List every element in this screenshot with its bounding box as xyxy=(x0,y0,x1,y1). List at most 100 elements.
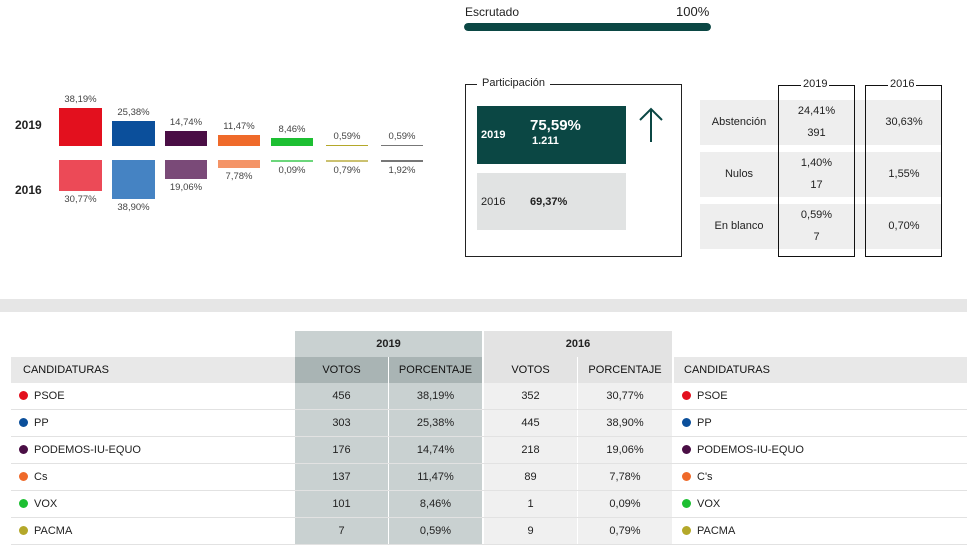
results-header-2019: 2019 xyxy=(295,331,482,357)
party-name: Cs xyxy=(11,464,295,490)
porcentaje-2019: 8,46% xyxy=(389,491,482,517)
porcentaje-2019: 14,74% xyxy=(389,437,482,463)
escrutado-label: Escrutado xyxy=(465,5,520,19)
participacion-2019-pct: 75,59% xyxy=(530,117,581,134)
votos-2016: 218 xyxy=(484,437,577,463)
party-color-dot xyxy=(19,391,28,400)
chart-year-2016: 2016 xyxy=(15,183,42,197)
header-candidaturas-right: CANDIDATURAS xyxy=(674,357,967,383)
party-name-2016: VOX xyxy=(674,491,967,517)
escrutado-value: 100% xyxy=(676,4,710,19)
abstencion-label: Abstención xyxy=(711,116,767,128)
bar-2016-vox xyxy=(271,160,313,162)
bar-label-2016-pp: 38,90% xyxy=(117,202,150,213)
abstencion-2019-count: 391 xyxy=(807,127,826,139)
en-blanco-2016-pct: 0,70% xyxy=(888,220,920,232)
bar-label-2019-vox: 8,46% xyxy=(278,123,306,135)
participacion-2019-year: 2019 xyxy=(481,129,506,141)
header-candidaturas-left: CANDIDATURAS xyxy=(11,357,295,383)
header-porcentaje-2019: PORCENTAJE xyxy=(389,357,482,383)
escrutado-progress-fill xyxy=(464,23,711,31)
table-row: PP 303 25,38% 445 38,90% PP xyxy=(11,410,967,437)
bar-2016-otros xyxy=(381,160,423,162)
participacion-2019-card: 2019 75,59% 1.211 xyxy=(477,106,626,164)
party-color-dot xyxy=(682,499,691,508)
party-color-dot xyxy=(19,526,28,535)
participacion-2019-count: 1.211 xyxy=(532,135,559,147)
bar-2019-otros xyxy=(381,144,423,146)
party-name-2016: C's xyxy=(674,464,967,490)
votos-2019: 456 xyxy=(295,383,388,409)
bar-2016-pp xyxy=(112,160,155,199)
porcentaje-2019: 11,47% xyxy=(389,464,482,490)
party-name: PP xyxy=(11,410,295,436)
votos-2016: 9 xyxy=(484,518,577,544)
bar-label-2016-podemos-iu-equo: 19,06% xyxy=(169,182,203,194)
bar-label-2016-pacma: 0,79% xyxy=(333,164,361,176)
header-votos-2016: VOTOS xyxy=(484,357,577,383)
en-blanco-label: En blanco xyxy=(714,220,764,232)
porcentaje-2019: 38,19% xyxy=(389,383,482,409)
en-blanco-row: En blanco 0,59% 7 0,70% xyxy=(700,204,942,249)
escrutado-progress-bar xyxy=(464,23,711,31)
party-name: PODEMOS-IU-EQUO xyxy=(11,437,295,463)
abstencion-2019-pct: 24,41% xyxy=(797,105,836,117)
nulos-2016-pct: 1,55% xyxy=(888,168,920,180)
party-color-dot xyxy=(682,526,691,535)
bar-2019-psoe xyxy=(59,108,102,146)
abstencion-2016-header: 2016 xyxy=(888,78,917,90)
en-blanco-2019-pct: 0,59% xyxy=(800,209,833,221)
party-color-dot xyxy=(682,445,691,454)
party-color-dot xyxy=(19,445,28,454)
bar-label-2019-otros: 0,59% xyxy=(388,130,416,142)
header-porcentaje-2016: PORCENTAJE xyxy=(578,357,672,383)
votos-2019: 137 xyxy=(295,464,388,490)
bar-label-2019-pp: 25,38% xyxy=(117,106,150,118)
votos-2019: 176 xyxy=(295,437,388,463)
party-color-dot xyxy=(682,472,691,481)
abstencion-2019-column-frame xyxy=(778,85,855,257)
table-row: PSOE 456 38,19% 352 30,77% PSOE xyxy=(11,383,967,410)
bar-2019-podemos-iu-equo xyxy=(165,131,207,146)
bar-label-2016-psoe: 30,77% xyxy=(64,193,97,205)
bar-2016-cs xyxy=(218,160,260,168)
table-row: PACMA 7 0,59% 9 0,79% PACMA xyxy=(11,518,967,545)
votos-2016: 352 xyxy=(484,383,577,409)
porcentaje-2016: 7,78% xyxy=(578,464,672,490)
porcentaje-2019: 25,38% xyxy=(389,410,482,436)
bar-2019-vox xyxy=(271,137,313,146)
bar-label-2019-podemos-iu-equo: 14,74% xyxy=(169,117,203,129)
abstencion-2019-header: 2019 xyxy=(801,78,830,90)
porcentaje-2016: 0,09% xyxy=(578,491,672,517)
section-divider xyxy=(0,299,967,312)
porcentaje-2019: 0,59% xyxy=(389,518,482,544)
party-name-2016: PACMA xyxy=(674,518,967,544)
bar-2019-pp xyxy=(112,120,155,146)
bar-label-2016-vox: 0,09% xyxy=(278,164,306,176)
bar-2019-cs xyxy=(218,134,260,146)
party-name: VOX xyxy=(11,491,295,517)
participacion-2016-year: 2016 xyxy=(481,196,506,208)
votos-2016: 1 xyxy=(484,491,577,517)
porcentaje-2016: 19,06% xyxy=(578,437,672,463)
bar-2016-podemos-iu-equo xyxy=(165,160,207,180)
bar-label-2019-pacma: 0,59% xyxy=(333,130,361,142)
porcentaje-2016: 0,79% xyxy=(578,518,672,544)
participacion-2016-card: 2016 69,37% xyxy=(477,173,626,230)
abstencion-2016-pct: 30,63% xyxy=(885,116,923,128)
results-header-2016: 2016 xyxy=(484,331,672,357)
party-bar-chart: 2019 2016 38,19% 30,77% 25,38% 38,90% 14,74%… xyxy=(0,85,430,225)
nulos-label: Nulos xyxy=(724,168,754,180)
bar-2019-pacma xyxy=(326,144,368,146)
bar-2016-pacma xyxy=(326,160,368,162)
table-row: VOX 101 8,46% 1 0,09% VOX xyxy=(11,491,967,518)
votos-2019: 7 xyxy=(295,518,388,544)
bar-2016-psoe xyxy=(59,160,102,191)
nulos-2019-pct: 1,40% xyxy=(800,157,833,169)
party-color-dot xyxy=(19,418,28,427)
votos-2016: 89 xyxy=(484,464,577,490)
header-votos-2019: VOTOS xyxy=(295,357,388,383)
nulos-2019-count: 17 xyxy=(810,179,823,191)
table-row: Cs 137 11,47% 89 7,78% C's xyxy=(11,464,967,491)
party-color-dot xyxy=(682,418,691,427)
